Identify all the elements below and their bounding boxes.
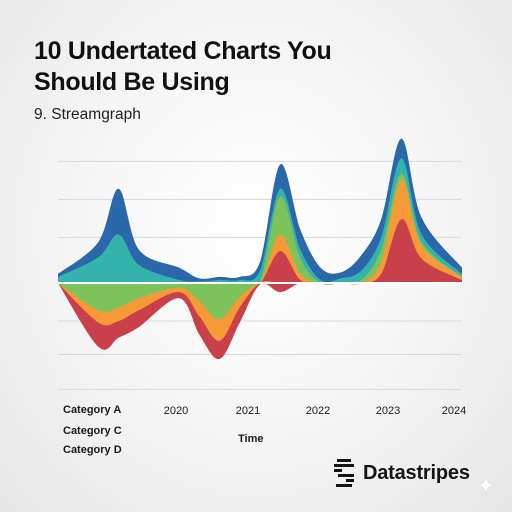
brand: Datastripes <box>333 458 470 488</box>
brand-name: Datastripes <box>363 461 470 484</box>
x-tick-label: 2022 <box>306 405 330 417</box>
sparkle-icon <box>477 476 495 494</box>
stream-band <box>58 281 462 341</box>
stream-areas <box>58 138 462 360</box>
x-tick-label: 2020 <box>164 405 188 417</box>
chart-title: 10 Undertated Charts You Should Be Using <box>34 36 332 98</box>
x-tick-label: 2024 <box>442 405 466 417</box>
legend-category-d: Category D <box>63 444 122 456</box>
chart-title-line-1: 10 Undertated Charts You <box>34 37 332 65</box>
stream-band <box>58 219 462 286</box>
x-tick-labels: 2020 2021 2022 2023 2024 <box>164 405 466 417</box>
legend-category-c: Category C <box>63 425 122 437</box>
chart-title-line-2: Should Be Using <box>34 68 230 96</box>
datastripes-logo-icon <box>334 459 354 487</box>
chart-subtitle: 9. Streamgraph <box>34 106 141 123</box>
stream-band <box>58 282 462 360</box>
legend-category-a: Category A <box>63 404 122 416</box>
x-tick-label: 2021 <box>236 405 260 417</box>
x-axis-label: Time <box>238 433 264 445</box>
stream-band <box>58 281 462 320</box>
x-tick-label: 2023 <box>376 405 400 417</box>
